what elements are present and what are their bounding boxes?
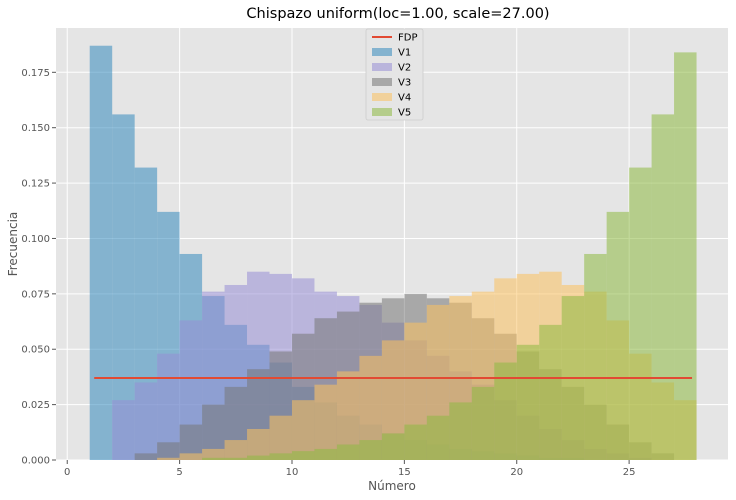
legend-swatch	[372, 63, 392, 71]
bar-v3	[179, 424, 203, 460]
bar-v5	[381, 433, 405, 460]
bar-v4	[224, 440, 248, 460]
bar-v5	[404, 424, 427, 460]
bar-v4	[314, 384, 337, 460]
bar-v5	[494, 362, 517, 460]
bar-v5	[314, 448, 337, 460]
legend-item-fdp: FDP	[372, 33, 417, 44]
bar-v4	[291, 400, 315, 460]
bar-v4	[247, 428, 270, 460]
bar-v5	[224, 457, 248, 460]
legend-label: V4	[398, 93, 411, 104]
bar-v4	[202, 448, 225, 460]
bar-v5	[606, 211, 630, 460]
x-tick-label: 20	[510, 467, 523, 478]
bar-v5	[539, 324, 562, 460]
bar-v4	[381, 340, 405, 460]
x-tick-label: 25	[623, 467, 636, 478]
bar-v5	[471, 386, 495, 460]
x-axis-ticks: 0 5 10 15 20 25	[64, 460, 635, 478]
x-tick-label: 10	[286, 467, 299, 478]
y-tick-label: 0.175	[21, 68, 50, 79]
legend-item-v3: V3	[372, 78, 411, 89]
bar-v1	[112, 114, 135, 461]
legend-label: V1	[398, 48, 411, 59]
bar-v5	[516, 344, 540, 460]
chart-legend: FDP V1 V2 V3 V4 V5	[365, 28, 424, 121]
y-tick-label: 0.000	[21, 456, 50, 467]
bar-v4	[179, 453, 203, 460]
legend-swatch	[372, 108, 392, 116]
bar-v4	[359, 355, 382, 460]
y-axis-ticks: 0.000 0.025 0.050 0.075 0.100 0.125 0.150 0.175	[21, 68, 56, 467]
histogram-bars	[89, 45, 697, 461]
y-tick-label: 0.025	[21, 400, 50, 411]
legend-item-v2: V2	[372, 63, 411, 74]
bar-v1	[89, 45, 113, 460]
x-tick-label: 5	[176, 467, 182, 478]
bar-v3	[134, 453, 158, 460]
bar-v5	[629, 167, 652, 461]
bar-v5	[202, 457, 225, 460]
bar-v2	[157, 353, 180, 460]
series-v5	[202, 52, 697, 461]
legend-label: FDP	[398, 33, 417, 44]
bar-v2	[112, 400, 135, 460]
bar-v4	[157, 457, 180, 460]
legend-label: V5	[398, 108, 411, 119]
legend-swatch	[372, 78, 392, 86]
bar-v5	[651, 114, 675, 461]
y-tick-label: 0.150	[21, 123, 50, 134]
x-tick-label: 15	[398, 467, 411, 478]
bar-v5	[449, 402, 472, 460]
legend-item-v4: V4	[372, 93, 411, 104]
y-axis-label: Frecuencia	[6, 212, 20, 277]
bar-v5	[359, 440, 382, 460]
bar-v5	[247, 455, 270, 460]
bar-v5	[336, 444, 360, 460]
bar-v2	[134, 382, 158, 460]
legend-item-v5: V5	[372, 108, 411, 119]
chart-title: Chispazo uniform(loc=1.00, scale=27.00)	[246, 6, 549, 22]
y-tick-label: 0.100	[21, 234, 50, 245]
legend-item-v1: V1	[372, 48, 411, 59]
legend-swatch	[372, 93, 392, 101]
legend-swatch	[372, 48, 392, 56]
bar-v5	[426, 415, 450, 460]
bar-v3	[202, 404, 225, 460]
y-tick-label: 0.050	[21, 345, 50, 356]
bar-v4	[336, 371, 360, 460]
bar-v5	[269, 453, 292, 460]
y-tick-label: 0.075	[21, 289, 50, 300]
legend-label: V3	[398, 78, 411, 89]
legend-label: V2	[398, 63, 411, 74]
x-axis-label: Número	[368, 479, 416, 493]
bar-v3	[157, 442, 180, 460]
y-tick-label: 0.125	[21, 179, 50, 190]
bar-v4	[269, 415, 292, 460]
bar-v5	[584, 253, 607, 460]
bar-v5	[291, 451, 315, 460]
x-tick-label: 0	[64, 467, 70, 478]
bar-v5	[674, 52, 697, 460]
